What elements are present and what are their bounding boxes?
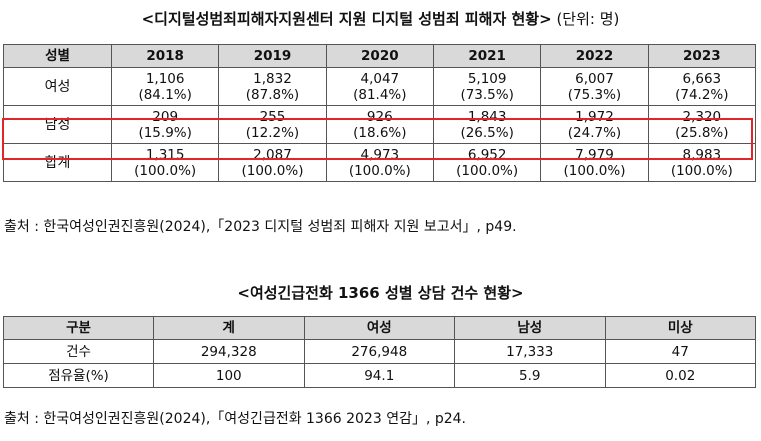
row-label-total: 합계 [4, 144, 112, 182]
table-row-male: 남성 209 (15.9%) 255 (12.2%) 926 (18.6%) 1,84… [4, 106, 756, 144]
cell-count: 6,663 [649, 71, 755, 87]
table1-unit: (단위: 명) [556, 10, 619, 28]
table-cell: 6,007 (75.3%) [541, 68, 648, 106]
table1-title-text: <디지털성범죄피해자지원센터 지원 디지털 성범죄 피해자 현황> [142, 10, 552, 28]
cell-percent: (74.2%) [649, 87, 755, 103]
table-cell: 8,983 (100.0%) [648, 144, 755, 182]
cell-count: 4,973 [327, 147, 433, 163]
cell-percent: (26.5%) [434, 125, 540, 141]
table1-header-row: 성별 2018 2019 2020 2021 2022 2023 [4, 45, 756, 68]
table2-header-female: 여성 [304, 317, 455, 340]
cell-count: 1,832 [219, 71, 325, 87]
cell-percent: (15.9%) [112, 125, 218, 141]
cell-count: 8,983 [649, 147, 755, 163]
table-row-share: 점유율(%) 100 94.1 5.9 0.02 [4, 364, 756, 388]
table2-header-total: 계 [154, 317, 305, 340]
cell-percent: (87.8%) [219, 87, 325, 103]
table-cell: 294,328 [154, 340, 305, 364]
table-cell: 100 [154, 364, 305, 388]
table1-header-2022: 2022 [541, 45, 648, 68]
table-cell: 2,087 (100.0%) [219, 144, 326, 182]
row-label-counts: 건수 [4, 340, 154, 364]
row-label-female: 여성 [4, 68, 112, 106]
cell-count: 1,843 [434, 109, 540, 125]
cell-count: 6,007 [541, 71, 647, 87]
victims-table: 성별 2018 2019 2020 2021 2022 2023 여성 1,10… [3, 44, 756, 182]
table-row-counts: 건수 294,328 276,948 17,333 47 [4, 340, 756, 364]
table2-source: 출처 : 한국여성인권진흥원(2024),「여성긴급전화 1366 2023 연… [4, 408, 466, 428]
cell-count: 5,109 [434, 71, 540, 87]
table-cell: 47 [605, 340, 756, 364]
cell-percent: (25.8%) [649, 125, 755, 141]
table-row-female: 여성 1,106 (84.1%) 1,832 (87.8%) 4,047 (81.4%… [4, 68, 756, 106]
cell-percent: (100.0%) [219, 163, 325, 179]
table-cell: 7,979 (100.0%) [541, 144, 648, 182]
table-cell: 6,663 (74.2%) [648, 68, 755, 106]
table-cell: 17,333 [455, 340, 606, 364]
cell-count: 6,952 [434, 147, 540, 163]
cell-count: 926 [327, 109, 433, 125]
table-cell: 5.9 [455, 364, 606, 388]
cell-percent: (75.3%) [541, 87, 647, 103]
table2-title: <여성긴급전화 1366 성별 상담 건수 현황> [0, 282, 761, 303]
table1-header-2021: 2021 [433, 45, 540, 68]
table1-header-2020: 2020 [326, 45, 433, 68]
cell-percent: (100.0%) [541, 163, 647, 179]
table-cell: 94.1 [304, 364, 455, 388]
cell-count: 1,315 [112, 147, 218, 163]
cell-count: 255 [219, 109, 325, 125]
table-cell: 276,948 [304, 340, 455, 364]
table-cell: 926 (18.6%) [326, 106, 433, 144]
table2-title-text: <여성긴급전화 1366 성별 상담 건수 현황> [237, 284, 523, 302]
table-cell: 6,952 (100.0%) [433, 144, 540, 182]
table1-header-gender: 성별 [4, 45, 112, 68]
cell-count: 4,047 [327, 71, 433, 87]
table1-source: 출처 : 한국여성인권진흥원(2024),「2023 디지털 성범죄 피해자 지… [4, 216, 517, 236]
table1-header-2019: 2019 [219, 45, 326, 68]
hotline-table: 구분 계 여성 남성 미상 건수 294,328 276,948 17,333 … [3, 316, 756, 388]
cell-count: 1,972 [541, 109, 647, 125]
table-cell: 1,972 (24.7%) [541, 106, 648, 144]
cell-percent: (18.6%) [327, 125, 433, 141]
table2-header-row: 구분 계 여성 남성 미상 [4, 317, 756, 340]
table-cell: 2,320 (25.8%) [648, 106, 755, 144]
cell-percent: (100.0%) [649, 163, 755, 179]
table1-header-2023: 2023 [648, 45, 755, 68]
table-cell: 1,315 (100.0%) [112, 144, 219, 182]
cell-count: 2,320 [649, 109, 755, 125]
table2-header-unknown: 미상 [605, 317, 756, 340]
cell-percent: (100.0%) [327, 163, 433, 179]
table-cell: 209 (15.9%) [112, 106, 219, 144]
table2-header-male: 남성 [455, 317, 606, 340]
table-cell: 1,832 (87.8%) [219, 68, 326, 106]
cell-percent: (73.5%) [434, 87, 540, 103]
cell-count: 1,106 [112, 71, 218, 87]
table1-title: <디지털성범죄피해자지원센터 지원 디지털 성범죄 피해자 현황> (단위: 명… [0, 8, 761, 29]
table-row-total: 합계 1,315 (100.0%) 2,087 (100.0%) 4,973 (100… [4, 144, 756, 182]
row-label-male: 남성 [4, 106, 112, 144]
table-cell: 255 (12.2%) [219, 106, 326, 144]
table-cell: 1,106 (84.1%) [112, 68, 219, 106]
cell-percent: (81.4%) [327, 87, 433, 103]
table1-header-2018: 2018 [112, 45, 219, 68]
cell-count: 209 [112, 109, 218, 125]
table-cell: 0.02 [605, 364, 756, 388]
cell-percent: (24.7%) [541, 125, 647, 141]
table-cell: 5,109 (73.5%) [433, 68, 540, 106]
cell-percent: (100.0%) [112, 163, 218, 179]
cell-percent: (84.1%) [112, 87, 218, 103]
table-cell: 4,973 (100.0%) [326, 144, 433, 182]
table2-header-category: 구분 [4, 317, 154, 340]
cell-percent: (100.0%) [434, 163, 540, 179]
cell-percent: (12.2%) [219, 125, 325, 141]
table-cell: 4,047 (81.4%) [326, 68, 433, 106]
cell-count: 7,979 [541, 147, 647, 163]
cell-count: 2,087 [219, 147, 325, 163]
table-cell: 1,843 (26.5%) [433, 106, 540, 144]
row-label-share: 점유율(%) [4, 364, 154, 388]
